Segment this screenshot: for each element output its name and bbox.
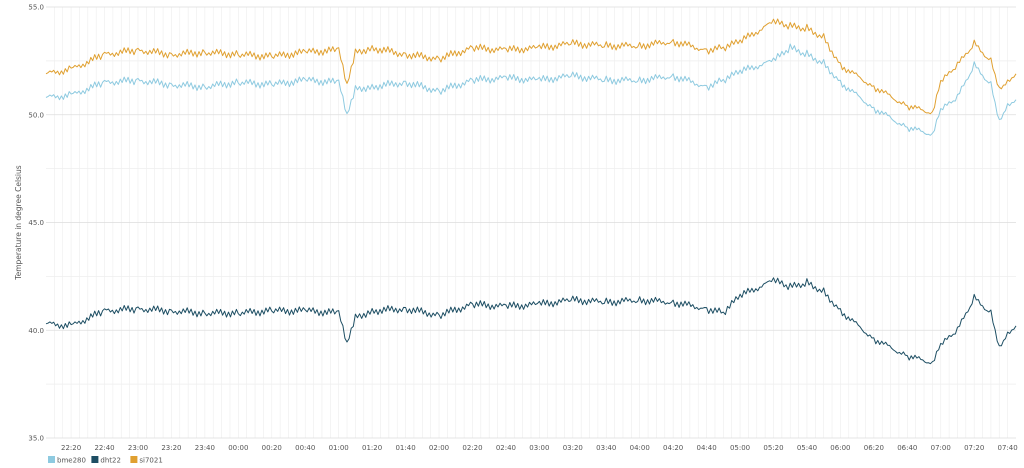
x-tick-label: 02:40 [496, 444, 516, 452]
x-tick-label: 00:00 [228, 444, 248, 452]
legend-label: si7021 [139, 457, 162, 465]
x-tick-label: 23:00 [128, 444, 148, 452]
x-tick-label: 23:40 [195, 444, 215, 452]
x-tick-label: 01:00 [329, 444, 349, 452]
y-tick-label: 40.0 [28, 327, 44, 335]
series-line-bme280 [45, 43, 1017, 136]
x-tick-label: 06:20 [864, 444, 884, 452]
y-tick-label: 35.0 [28, 435, 44, 443]
y-tick-label: 50.0 [28, 111, 44, 119]
legend-label: dht22 [100, 457, 121, 465]
chart-legend[interactable]: bme280 dht22 si7021 [48, 456, 163, 465]
series-line-si7021 [45, 18, 1017, 115]
x-tick-label: 05:40 [797, 444, 817, 452]
chart-grid [46, 6, 1016, 439]
legend-item-dht22[interactable]: dht22 [91, 456, 121, 465]
legend-item-si7021[interactable]: si7021 [130, 456, 163, 465]
legend-swatch [130, 456, 138, 463]
x-tick-label: 05:20 [763, 444, 783, 452]
x-tick-label: 22:40 [94, 444, 114, 452]
chart-series [45, 18, 1017, 365]
y-axis-ticks: 35.0 40.0 45.0 50.0 55.0 [28, 4, 44, 443]
legend-swatch [48, 456, 55, 463]
x-tick-label: 04:20 [663, 444, 683, 452]
legend-swatch [91, 456, 99, 463]
x-tick-label: 06:40 [897, 444, 917, 452]
x-tick-label: 00:20 [262, 444, 282, 452]
series-line-dht22 [45, 277, 1017, 365]
x-tick-label: 03:20 [563, 444, 583, 452]
x-tick-label: 07:20 [964, 444, 984, 452]
x-tick-label: 07:00 [931, 444, 951, 452]
x-tick-label: 04:40 [697, 444, 717, 452]
legend-item-bme280[interactable]: bme280 [48, 456, 86, 465]
x-tick-label: 03:00 [529, 444, 549, 452]
x-tick-label: 01:40 [395, 444, 415, 452]
x-tick-label: 23:20 [161, 444, 181, 452]
x-tick-label: 07:40 [998, 444, 1018, 452]
x-tick-label: 06:00 [830, 444, 850, 452]
x-axis-ticks: 22:20 22:40 23:00 23:20 23:40 00:00 00:20 00:40… [61, 444, 1018, 452]
x-tick-label: 02:00 [429, 444, 449, 452]
x-tick-label: 00:40 [295, 444, 315, 452]
y-axis-label: Temperature in degree Celsius [14, 165, 23, 280]
x-tick-label: 02:20 [462, 444, 482, 452]
y-tick-label: 55.0 [28, 4, 44, 12]
x-tick-label: 22:20 [61, 444, 81, 452]
x-tick-label: 04:00 [630, 444, 650, 452]
legend-label: bme280 [57, 457, 86, 465]
x-tick-label: 01:20 [362, 444, 382, 452]
x-tick-label: 03:40 [596, 444, 616, 452]
y-tick-label: 45.0 [28, 219, 44, 227]
x-tick-label: 05:00 [730, 444, 750, 452]
